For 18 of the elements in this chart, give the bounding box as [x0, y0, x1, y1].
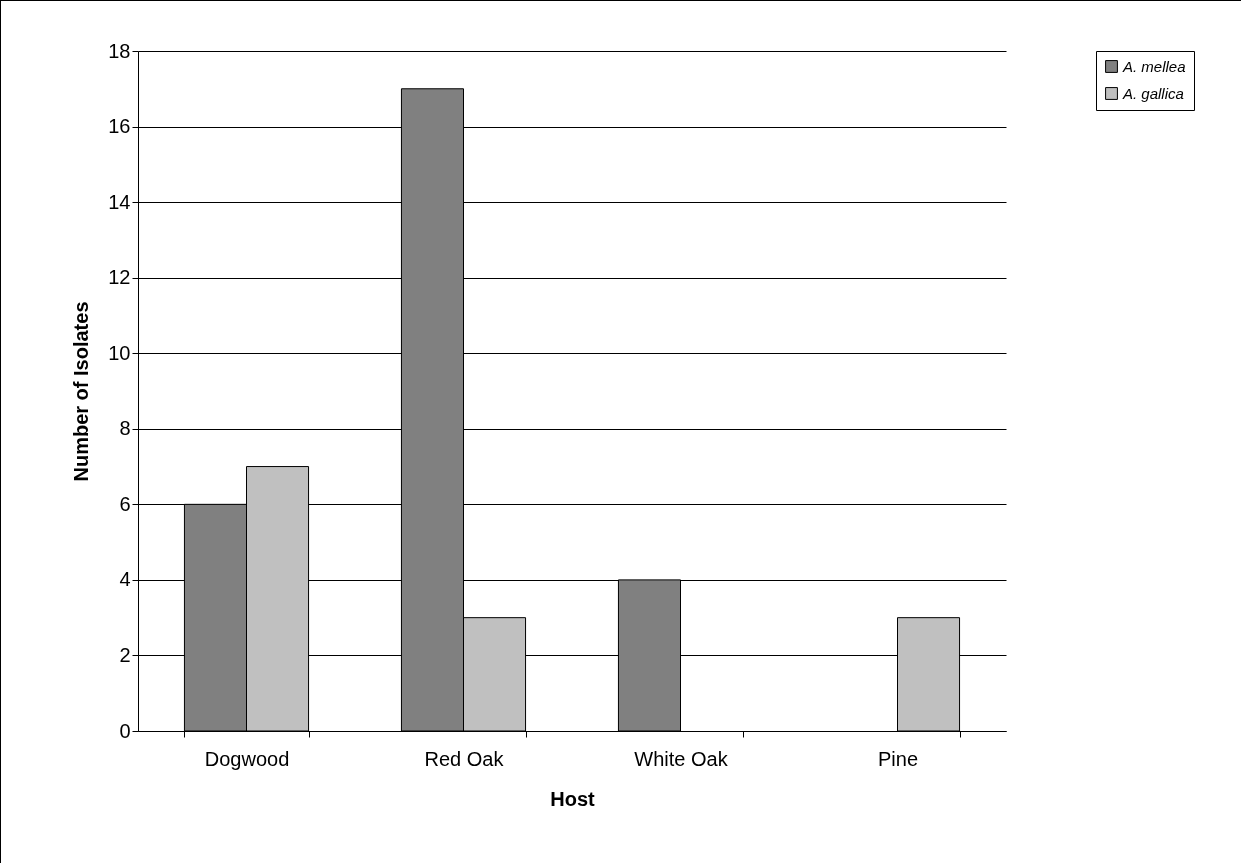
- y-tick-label: 16: [108, 115, 131, 138]
- x-axis-title: Host: [550, 787, 596, 810]
- x-tick-label: Dogwood: [204, 747, 290, 770]
- y-tick-label: 10: [108, 341, 131, 364]
- y-tick-label: 6: [119, 492, 131, 515]
- legend-label: A. mellea: [1122, 57, 1186, 75]
- x-tick-label: Red Oak: [424, 747, 505, 770]
- y-tick-label: 2: [119, 643, 131, 666]
- x-tick-label: Pine: [877, 747, 919, 770]
- y-axis-title: Number of Isolates: [70, 301, 93, 482]
- y-tick-label: 4: [119, 568, 131, 591]
- y-tick-label: 8: [119, 417, 131, 440]
- x-tick-label: White Oak: [634, 747, 729, 770]
- y-tick-label: 12: [108, 266, 131, 289]
- y-tick-label: 0: [119, 719, 131, 742]
- y-tick-label: 14: [108, 190, 131, 213]
- y-tick-label: 18: [108, 39, 131, 62]
- legend-label: A. gallica: [1122, 84, 1184, 102]
